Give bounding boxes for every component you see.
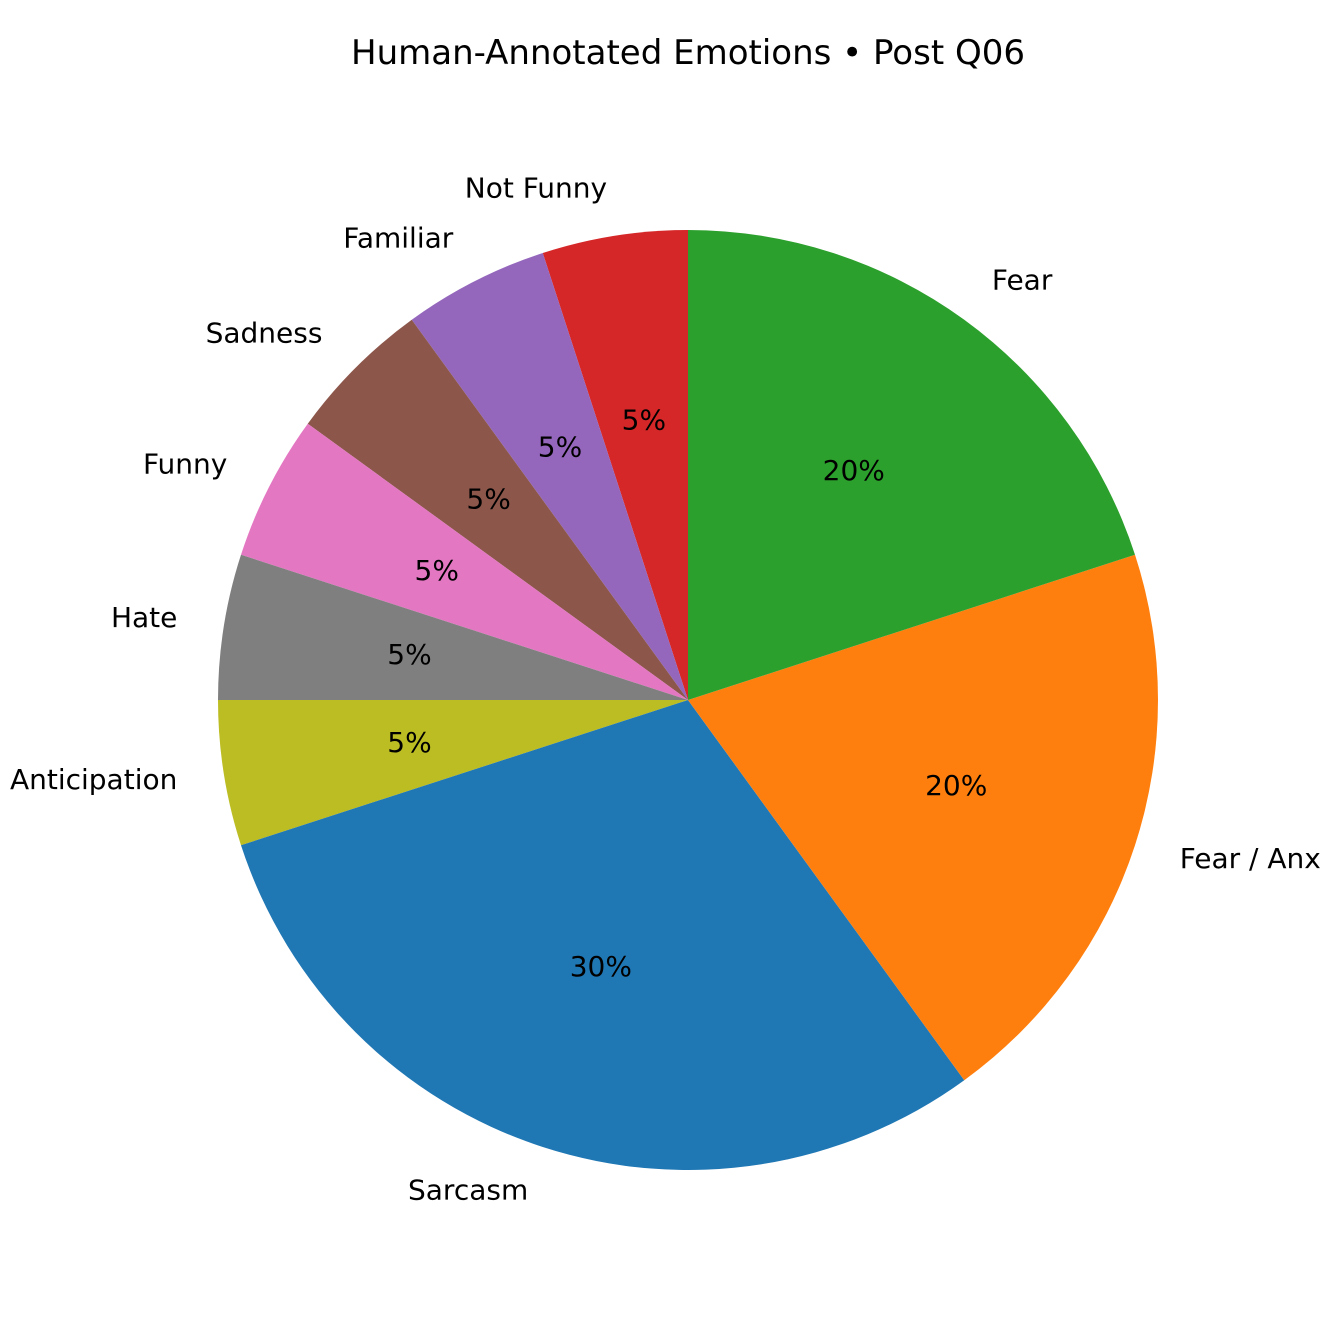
- slice-percent-familiar: 5%: [538, 431, 582, 464]
- pie-slice-sarcasm: [241, 700, 965, 1171]
- pie-slice-funny: [241, 423, 689, 700]
- slice-percent-sarcasm: 30%: [570, 950, 632, 983]
- slice-percent-fear-anxiety: 20%: [925, 769, 987, 802]
- slice-label-fear-anxiety: Fear / Anxiety: [1180, 842, 1320, 875]
- slice-label-fear: Fear: [992, 264, 1053, 297]
- pie-slices: [218, 230, 1158, 1171]
- slice-percent-funny: 5%: [415, 554, 459, 587]
- slice-percent-sadness: 5%: [466, 483, 510, 516]
- pie-labels: Not Funny 5% Familiar 5% Sadness 5% Funny 5% Hat…: [10, 171, 1320, 1206]
- pie-slice-fear: [688, 230, 1135, 700]
- slice-label-not-funny: Not Funny: [465, 171, 607, 204]
- slice-label-funny: Funny: [143, 447, 227, 480]
- pie-slice-not-funny: [542, 230, 688, 700]
- slice-percent-not-funny: 5%: [622, 403, 666, 436]
- chart-title: Human-Annotated Emotions • Post Q06: [351, 33, 1025, 73]
- slice-label-familiar: Familiar: [343, 221, 453, 254]
- slice-label-anticipation: Anticipation: [10, 763, 177, 796]
- slice-percent-anticipation: 5%: [387, 726, 431, 759]
- slice-percent-hate: 5%: [387, 638, 431, 671]
- slice-percent-fear: 20%: [823, 454, 885, 487]
- pie-slice-familiar: [411, 253, 688, 701]
- pie-slice-anticipation: [218, 700, 688, 846]
- slice-label-sarcasm: Sarcasm: [408, 1174, 528, 1207]
- slice-label-hate: Hate: [111, 601, 177, 634]
- pie-slice-fear-anxiety: [688, 554, 1158, 1081]
- pie-slice-sadness: [307, 319, 688, 700]
- slice-label-sadness: Sadness: [206, 316, 323, 349]
- pie-slice-hate: [218, 554, 688, 700]
